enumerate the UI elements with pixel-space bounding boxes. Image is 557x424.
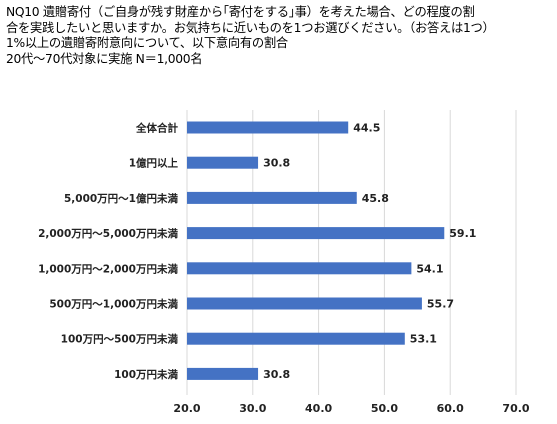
x-tick-label: 70.0 xyxy=(502,402,529,415)
category-label: 5,000万円～1億円未満 xyxy=(64,192,179,205)
category-label: 全体合計 xyxy=(135,122,178,135)
title-line-2: 合を実践したいと思いますか。お気持ちに近いものを1つお選びください。（お答えは1… xyxy=(6,20,495,35)
bar xyxy=(187,367,259,380)
bar xyxy=(187,121,349,134)
data-label: 45.8 xyxy=(362,192,389,205)
data-label: 44.5 xyxy=(353,122,380,135)
category-label: 2,000万円～5,000万円未満 xyxy=(38,227,178,240)
bar xyxy=(187,156,259,169)
value-labels: 44.5 30.8 45.8 59.1 54.1 55.7 53.1 30.8 xyxy=(263,122,476,381)
category-labels: 全体合計 1億円以上 5,000万円～1億円未満 2,000万円～5,000万円未満 1… xyxy=(38,122,178,381)
bar xyxy=(187,191,357,204)
bars xyxy=(187,121,445,380)
category-label: 1,000万円～2,000万円未満 xyxy=(38,262,178,275)
data-label: 30.8 xyxy=(263,157,290,170)
category-label: 100万円～500万円未満 xyxy=(61,333,179,346)
data-label: 59.1 xyxy=(449,227,476,240)
title-line-4: 20代～70代対象に実施 N＝1,000名 xyxy=(6,51,203,66)
data-label: 53.1 xyxy=(410,333,437,346)
category-label: 1億円以上 xyxy=(129,157,179,170)
bar xyxy=(187,262,412,275)
bar xyxy=(187,332,405,345)
x-tick-labels: 20.0 30.0 40.0 50.0 60.0 70.0 xyxy=(173,402,529,415)
category-label: 100万円未満 xyxy=(114,368,178,381)
x-tick-label: 50.0 xyxy=(371,402,398,415)
x-tick-label: 30.0 xyxy=(239,402,266,415)
x-tick-label: 20.0 xyxy=(173,402,200,415)
title-line-1: NQ10 遺贈寄付（ご自身が残す財産から｢寄付をする｣事）を考えた場合、どの程度… xyxy=(6,5,475,19)
chart-title: NQ10 遺贈寄付（ご自身が残す財産から｢寄付をする｣事）を考えた場合、どの程度… xyxy=(6,5,554,67)
x-tick-label: 40.0 xyxy=(305,402,332,415)
bar xyxy=(187,227,445,240)
x-tick-label: 60.0 xyxy=(437,402,464,415)
category-label: 500万円～1,000万円未満 xyxy=(49,298,178,311)
data-label: 54.1 xyxy=(416,262,443,275)
bar xyxy=(187,297,422,310)
data-label: 30.8 xyxy=(263,368,290,381)
gridlines xyxy=(186,110,517,395)
title-line-3: 1%以上の遺贈寄附意向について、以下意向有の割合 xyxy=(6,36,288,50)
data-label: 55.7 xyxy=(427,298,454,311)
